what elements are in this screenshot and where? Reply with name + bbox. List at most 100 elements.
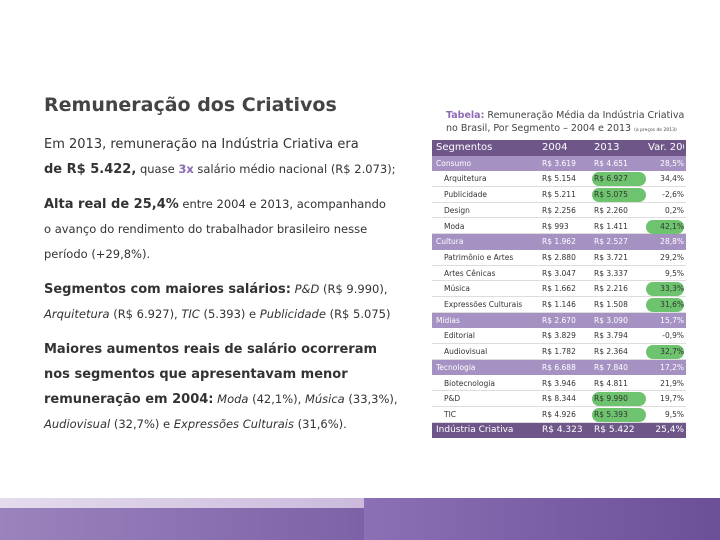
salary-table: Segmentos 2004 2013 Var. 2004-2013 Consumo R$… (432, 140, 686, 439)
table-segment-row: Mídias R$ 2.670 R$ 3.090 15,7% (432, 312, 686, 329)
table-cell: 31,6% (660, 300, 684, 309)
table-cell: Design (444, 205, 470, 215)
bullet-2-line-1: Alta real de 25,4% entre 2004 e 2013, ac… (44, 192, 424, 217)
text: (31,6%). (293, 417, 347, 431)
text: (R$ 9.990), (319, 282, 388, 296)
text-italic: Moda (217, 392, 249, 406)
table-row: Editorial R$ 3.829 R$ 3.794 -0,9% (432, 328, 686, 345)
table-cell: R$ 5.075 (594, 190, 628, 200)
bullet-4-line-2: nos segmentos que apresentavam menor (44, 367, 348, 382)
table-cell: Moda (444, 221, 465, 231)
table-segment-row: Tecnologia R$ 6.688 R$ 7.840 17,2% (432, 359, 686, 376)
table-row: Expressões Culturais R$ 1.146 R$ 1.508 31,6… (432, 297, 686, 313)
table-cell: 15,7% (660, 315, 684, 325)
highlight-marker (646, 282, 684, 297)
table-cell: 28,8% (660, 237, 684, 247)
table-cell: 17,2% (660, 362, 684, 372)
table-cell: R$ 3.829 (542, 331, 576, 341)
text: (33,3%), (344, 392, 398, 406)
table-cell: R$ 2.670 (542, 315, 576, 325)
highlight-marker (592, 392, 646, 407)
table-cell: R$ 2.527 (594, 237, 628, 247)
table-cell: 42,1% (660, 221, 684, 231)
text-bold: Segmentos com maiores salários: (44, 282, 291, 297)
text: quase (136, 162, 179, 176)
footer-accent (364, 498, 720, 540)
table-cell: R$ 4.926 (542, 409, 576, 419)
bullet-list: Em 2013, remuneração na Indústria Criati… (44, 132, 424, 437)
table-cell: R$ 5.422 (594, 424, 635, 435)
slide-title: Remuneração dos Criativos (44, 94, 337, 116)
highlight-marker (646, 219, 684, 234)
table-cell: Expressões Culturais (444, 300, 523, 309)
table-header-row: Segmentos 2004 2013 Var. 2004-2013 (432, 140, 686, 156)
bullet-1-line-2: de R$ 5.422, quase 3x salário médio naci… (44, 157, 424, 182)
table-cell: Publicidade (444, 190, 488, 200)
table-cell: Arquitetura (444, 174, 487, 184)
text-bold: Alta real de 25,4% (44, 197, 179, 212)
table-cell: R$ 1.962 (542, 237, 576, 247)
highlight-marker (592, 188, 646, 203)
table-cell: 32,7% (660, 347, 684, 357)
table-cell: R$ 3.337 (594, 268, 628, 278)
table-cell: R$ 5.154 (542, 174, 576, 184)
caption-text: Remuneração Média da Indústria Criativa … (446, 110, 685, 134)
text-bold: de R$ 5.422, (44, 162, 137, 177)
table-row: Arquitetura R$ 5.154 R$ 6.927 34,4% (432, 171, 686, 188)
table-cell: -0,9% (662, 331, 684, 341)
text-bold: remuneração em 2004: (44, 392, 214, 407)
table-cell: R$ 5.211 (542, 190, 576, 200)
text-italic: Arquitetura (44, 307, 110, 321)
table-cell: R$ 4.811 (594, 378, 628, 388)
table-cell: R$ 3.090 (594, 315, 628, 325)
table-row: P&D R$ 8.344 R$ 9.990 19,7% (432, 391, 686, 407)
table-cell: Tecnologia (436, 362, 476, 372)
table-cell: Segmentos (436, 142, 493, 153)
bullet-3-line-1: Segmentos com maiores salários: P&D (R$ … (44, 277, 424, 302)
table-cell: 28,5% (660, 158, 684, 168)
table-cell: 0,2% (664, 205, 684, 215)
table-cell: Editorial (444, 331, 475, 341)
table-row: Audiovisual R$ 1.782 R$ 2.364 32,7% (432, 344, 686, 360)
bullet-1-line-1: Em 2013, remuneração na Indústria Criati… (44, 132, 424, 157)
table-cell: R$ 6.927 (594, 174, 628, 184)
table-cell: 21,9% (660, 378, 684, 388)
highlight-marker (646, 345, 684, 360)
bullet-4-line-3: remuneração em 2004: Moda (42,1%), Músic… (44, 387, 424, 412)
table-cell: Var. 2004-2013 (648, 142, 684, 153)
table-cell: P&D (444, 394, 461, 404)
text: entre 2004 e 2013, acompanhando (178, 197, 386, 211)
table-cell: Música (444, 284, 470, 294)
table-cell: 29,2% (660, 252, 684, 262)
table-cell: 19,7% (660, 394, 684, 404)
caption-label: Tabela: (446, 110, 485, 121)
text-italic: Música (304, 392, 345, 406)
table-cell: R$ 2.364 (594, 347, 628, 357)
text: (32,7%) e (110, 417, 174, 431)
text: Em 2013, remuneração na Indústria Criati… (44, 137, 359, 152)
table-cell: 2004 (542, 142, 568, 153)
table-cell: R$ 3.047 (542, 268, 576, 278)
bullet-4-line-4: Audiovisual (32,7%) e Expressões Cultura… (44, 412, 424, 437)
bullet-2-line-2: o avanço do rendimento do trabalhador br… (44, 222, 368, 236)
text: salário médio nacional (R$ 2.073); (193, 162, 396, 176)
table-row: Artes Cênicas R$ 3.047 R$ 3.337 9,5% (432, 265, 686, 282)
table-cell: R$ 2.216 (594, 284, 628, 294)
bullet-3-line-2: Arquitetura (R$ 6.927), TIC (5.393) e Pu… (44, 302, 424, 327)
table-cell: 25,4% (655, 424, 684, 435)
table-cell: R$ 1.411 (594, 221, 628, 231)
table-cell: R$ 6.688 (542, 362, 576, 372)
table-cell: R$ 993 (542, 221, 569, 231)
table-cell: 34,4% (660, 174, 684, 184)
table-cell: R$ 4.323 (542, 424, 583, 435)
table-cell: 2013 (594, 142, 620, 153)
table-row: Design R$ 2.256 R$ 2.260 0,2% (432, 202, 686, 219)
text-italic: Audiovisual (44, 417, 111, 431)
table-row: Publicidade R$ 5.211 R$ 5.075 -2,6% (432, 187, 686, 203)
caption-note: (a preços de 2013) (634, 128, 677, 133)
table-cell: 33,3% (660, 284, 684, 294)
table-cell: R$ 4.651 (594, 158, 628, 168)
text: (R$ 6.927), (109, 307, 182, 321)
table-total-row: Indústria Criativa R$ 4.323 R$ 5.422 25,4% (432, 422, 686, 439)
highlight-marker (646, 298, 684, 312)
